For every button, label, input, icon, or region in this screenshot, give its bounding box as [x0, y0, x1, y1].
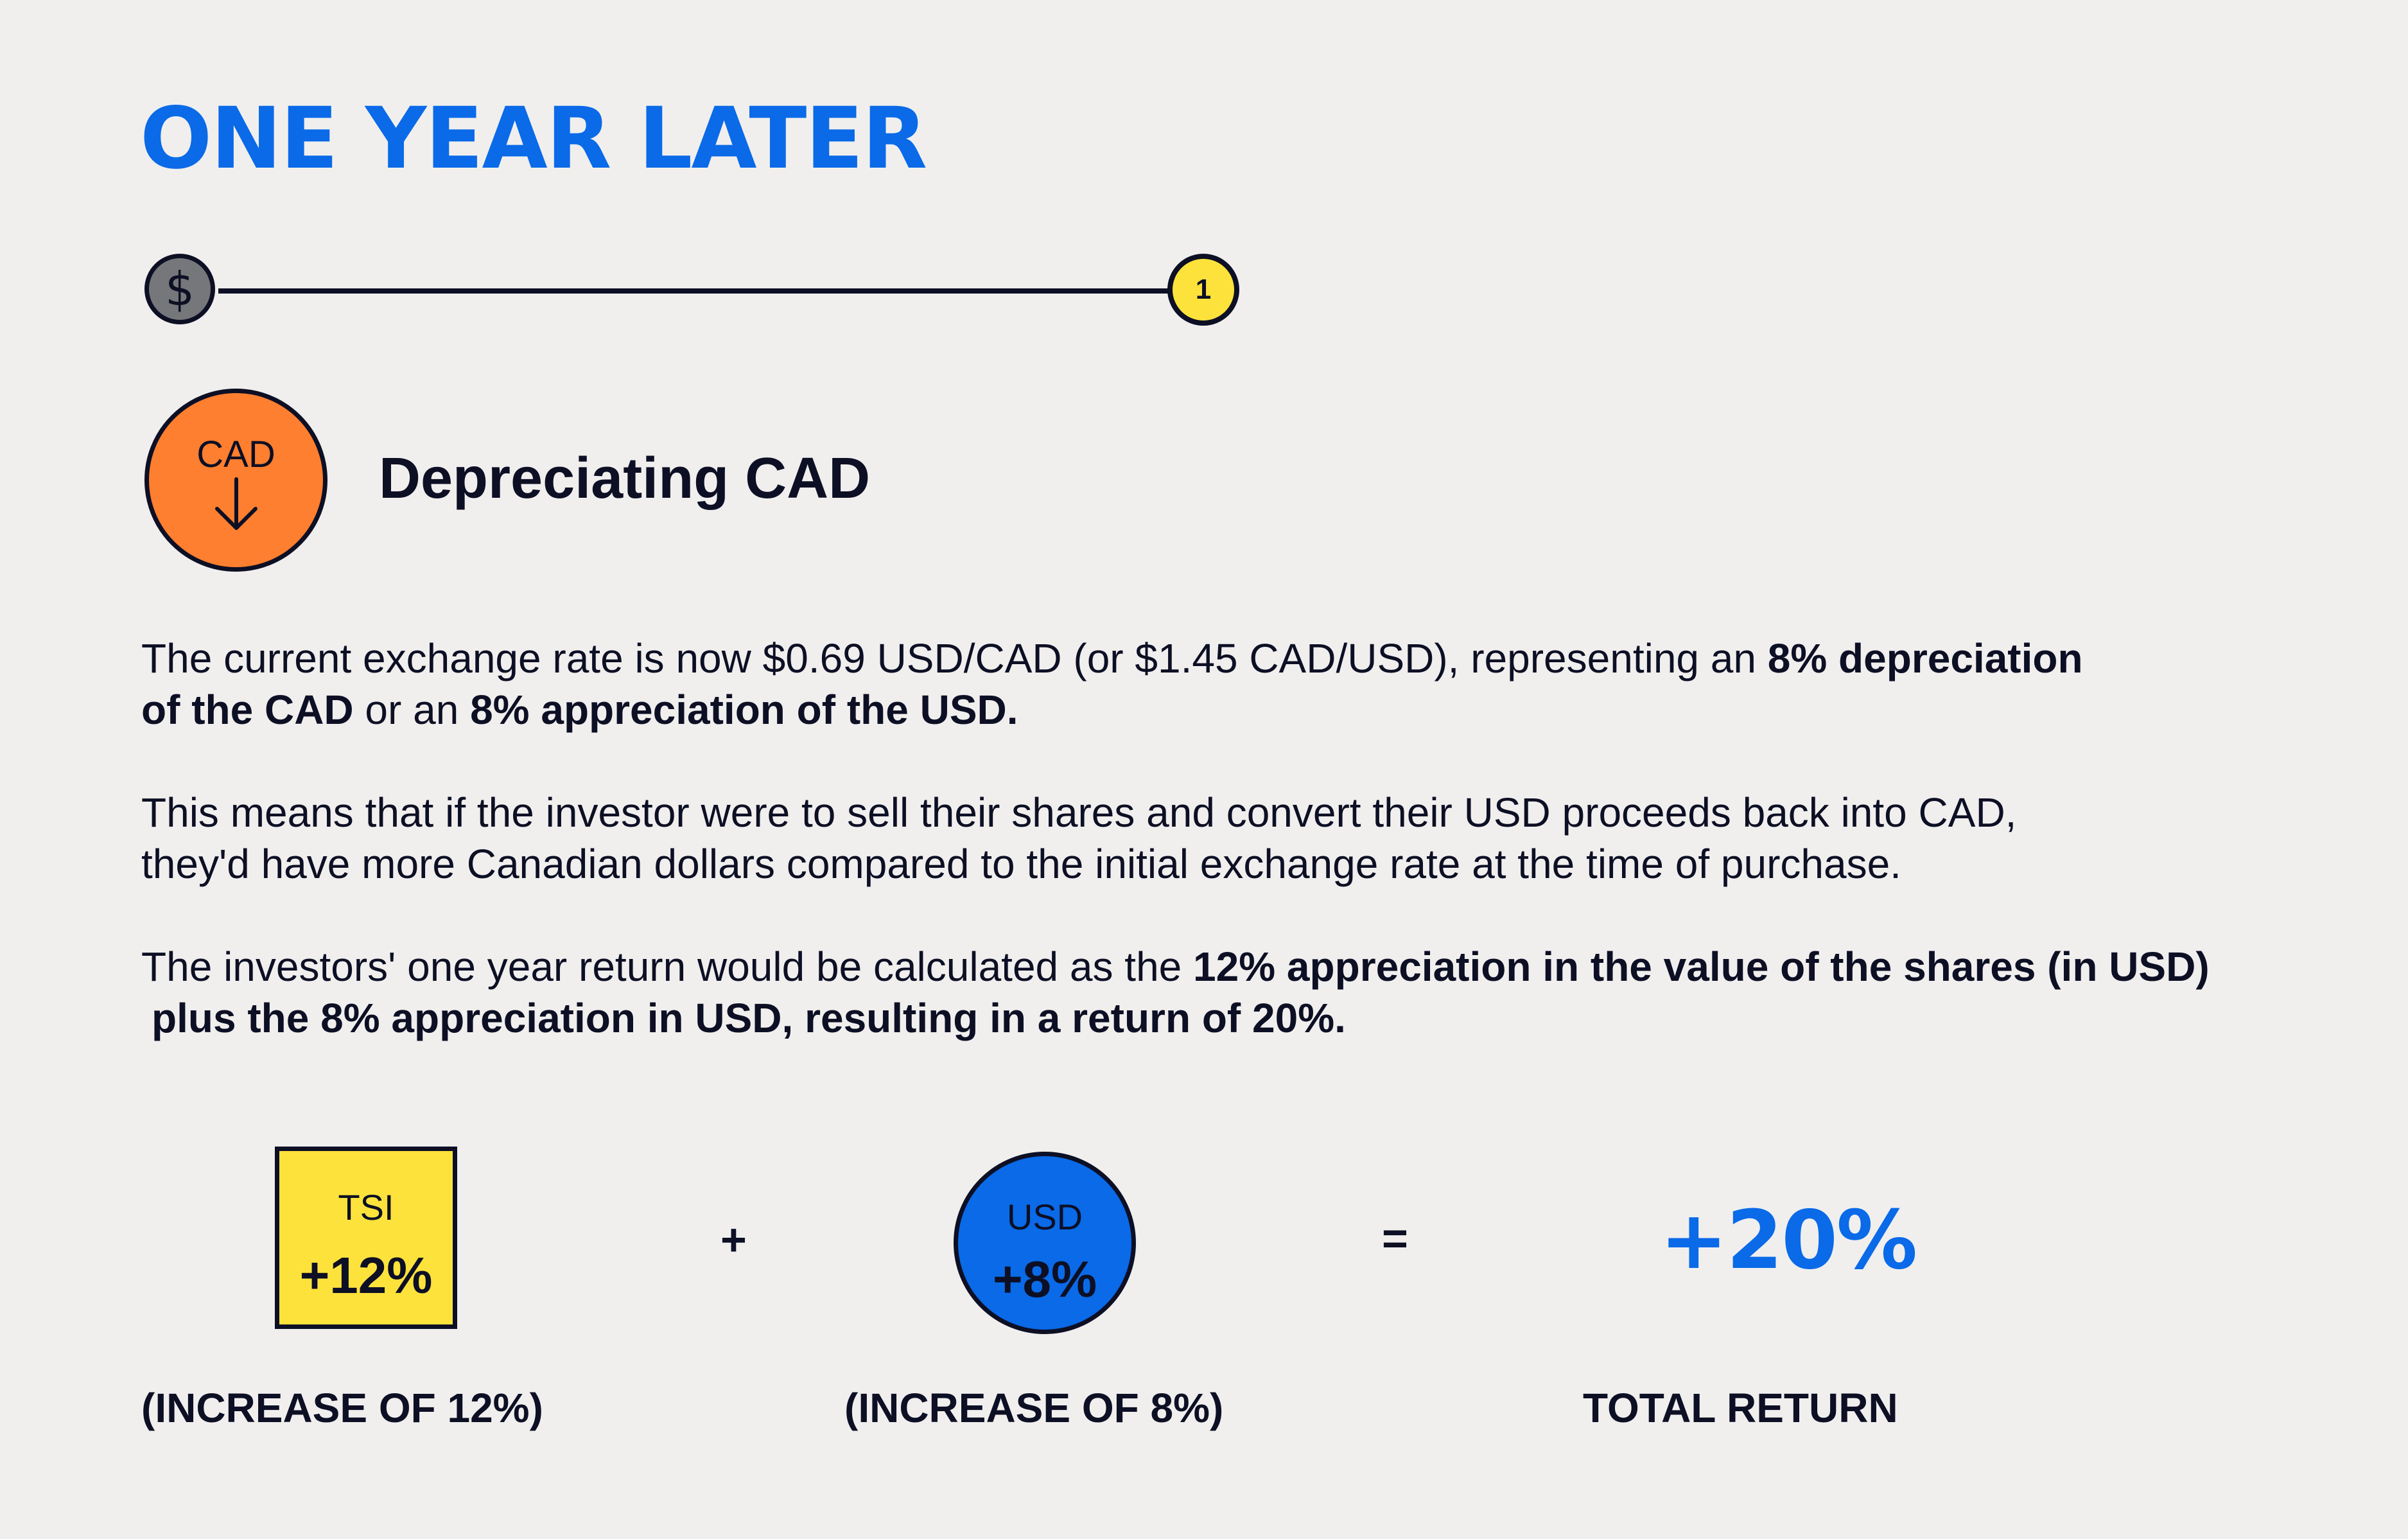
p1-bold: of the CAD	[141, 687, 354, 733]
tsi-label: TSI	[338, 1187, 394, 1227]
p3-bold: plus the 8% appreciation in USD, resulti…	[152, 995, 1346, 1041]
usd-value: +8%	[992, 1251, 1097, 1308]
arrow-down-icon	[215, 477, 257, 530]
page-title: ONE YEAR LATER	[140, 89, 927, 188]
total-return-value: +20%	[1660, 1193, 1917, 1287]
tsi-caption: (INCREASE OF 12%)	[141, 1385, 543, 1431]
tsi-value: +12%	[299, 1247, 433, 1304]
timeline-step-marker: 1	[1167, 254, 1239, 326]
usd-label: USD	[1006, 1197, 1083, 1237]
tsi-box: TSI +12%	[275, 1147, 457, 1329]
plus-sign: +	[720, 1215, 747, 1265]
p3-text: The investors' one year return would be …	[141, 944, 1194, 990]
p1-bold: 8% depreciation	[1767, 635, 2083, 682]
p1-bold: 8% appreciation of the USD.	[470, 687, 1018, 733]
equals-sign: =	[1382, 1213, 1408, 1263]
usd-badge: USD +8%	[954, 1152, 1136, 1334]
usd-caption: (INCREASE OF 8%)	[844, 1385, 1224, 1431]
paragraph-return: The investors' one year return would be …	[141, 941, 2357, 1044]
total-caption: TOTAL RETURN	[1583, 1385, 1898, 1431]
p2-line: they'd have more Canadian dollars compar…	[141, 841, 1901, 887]
dollar-icon: $	[144, 254, 215, 324]
paragraph-conversion: This means that if the investor were to …	[141, 787, 2357, 890]
p2-line: This means that if the investor were to …	[141, 789, 2017, 836]
section-heading: Depreciating CAD	[379, 446, 871, 511]
cad-badge: CAD	[144, 389, 327, 572]
paragraph-exchange-rate: The current exchange rate is now $0.69 U…	[141, 633, 2357, 735]
p1-text: The current exchange rate is now $0.69 U…	[141, 635, 1768, 682]
p1-text: or an	[353, 687, 471, 733]
cad-badge-label: CAD	[196, 434, 275, 475]
p3-bold: 12% appreciation in the value of the sha…	[1193, 944, 2210, 990]
timeline-line	[218, 288, 1169, 294]
